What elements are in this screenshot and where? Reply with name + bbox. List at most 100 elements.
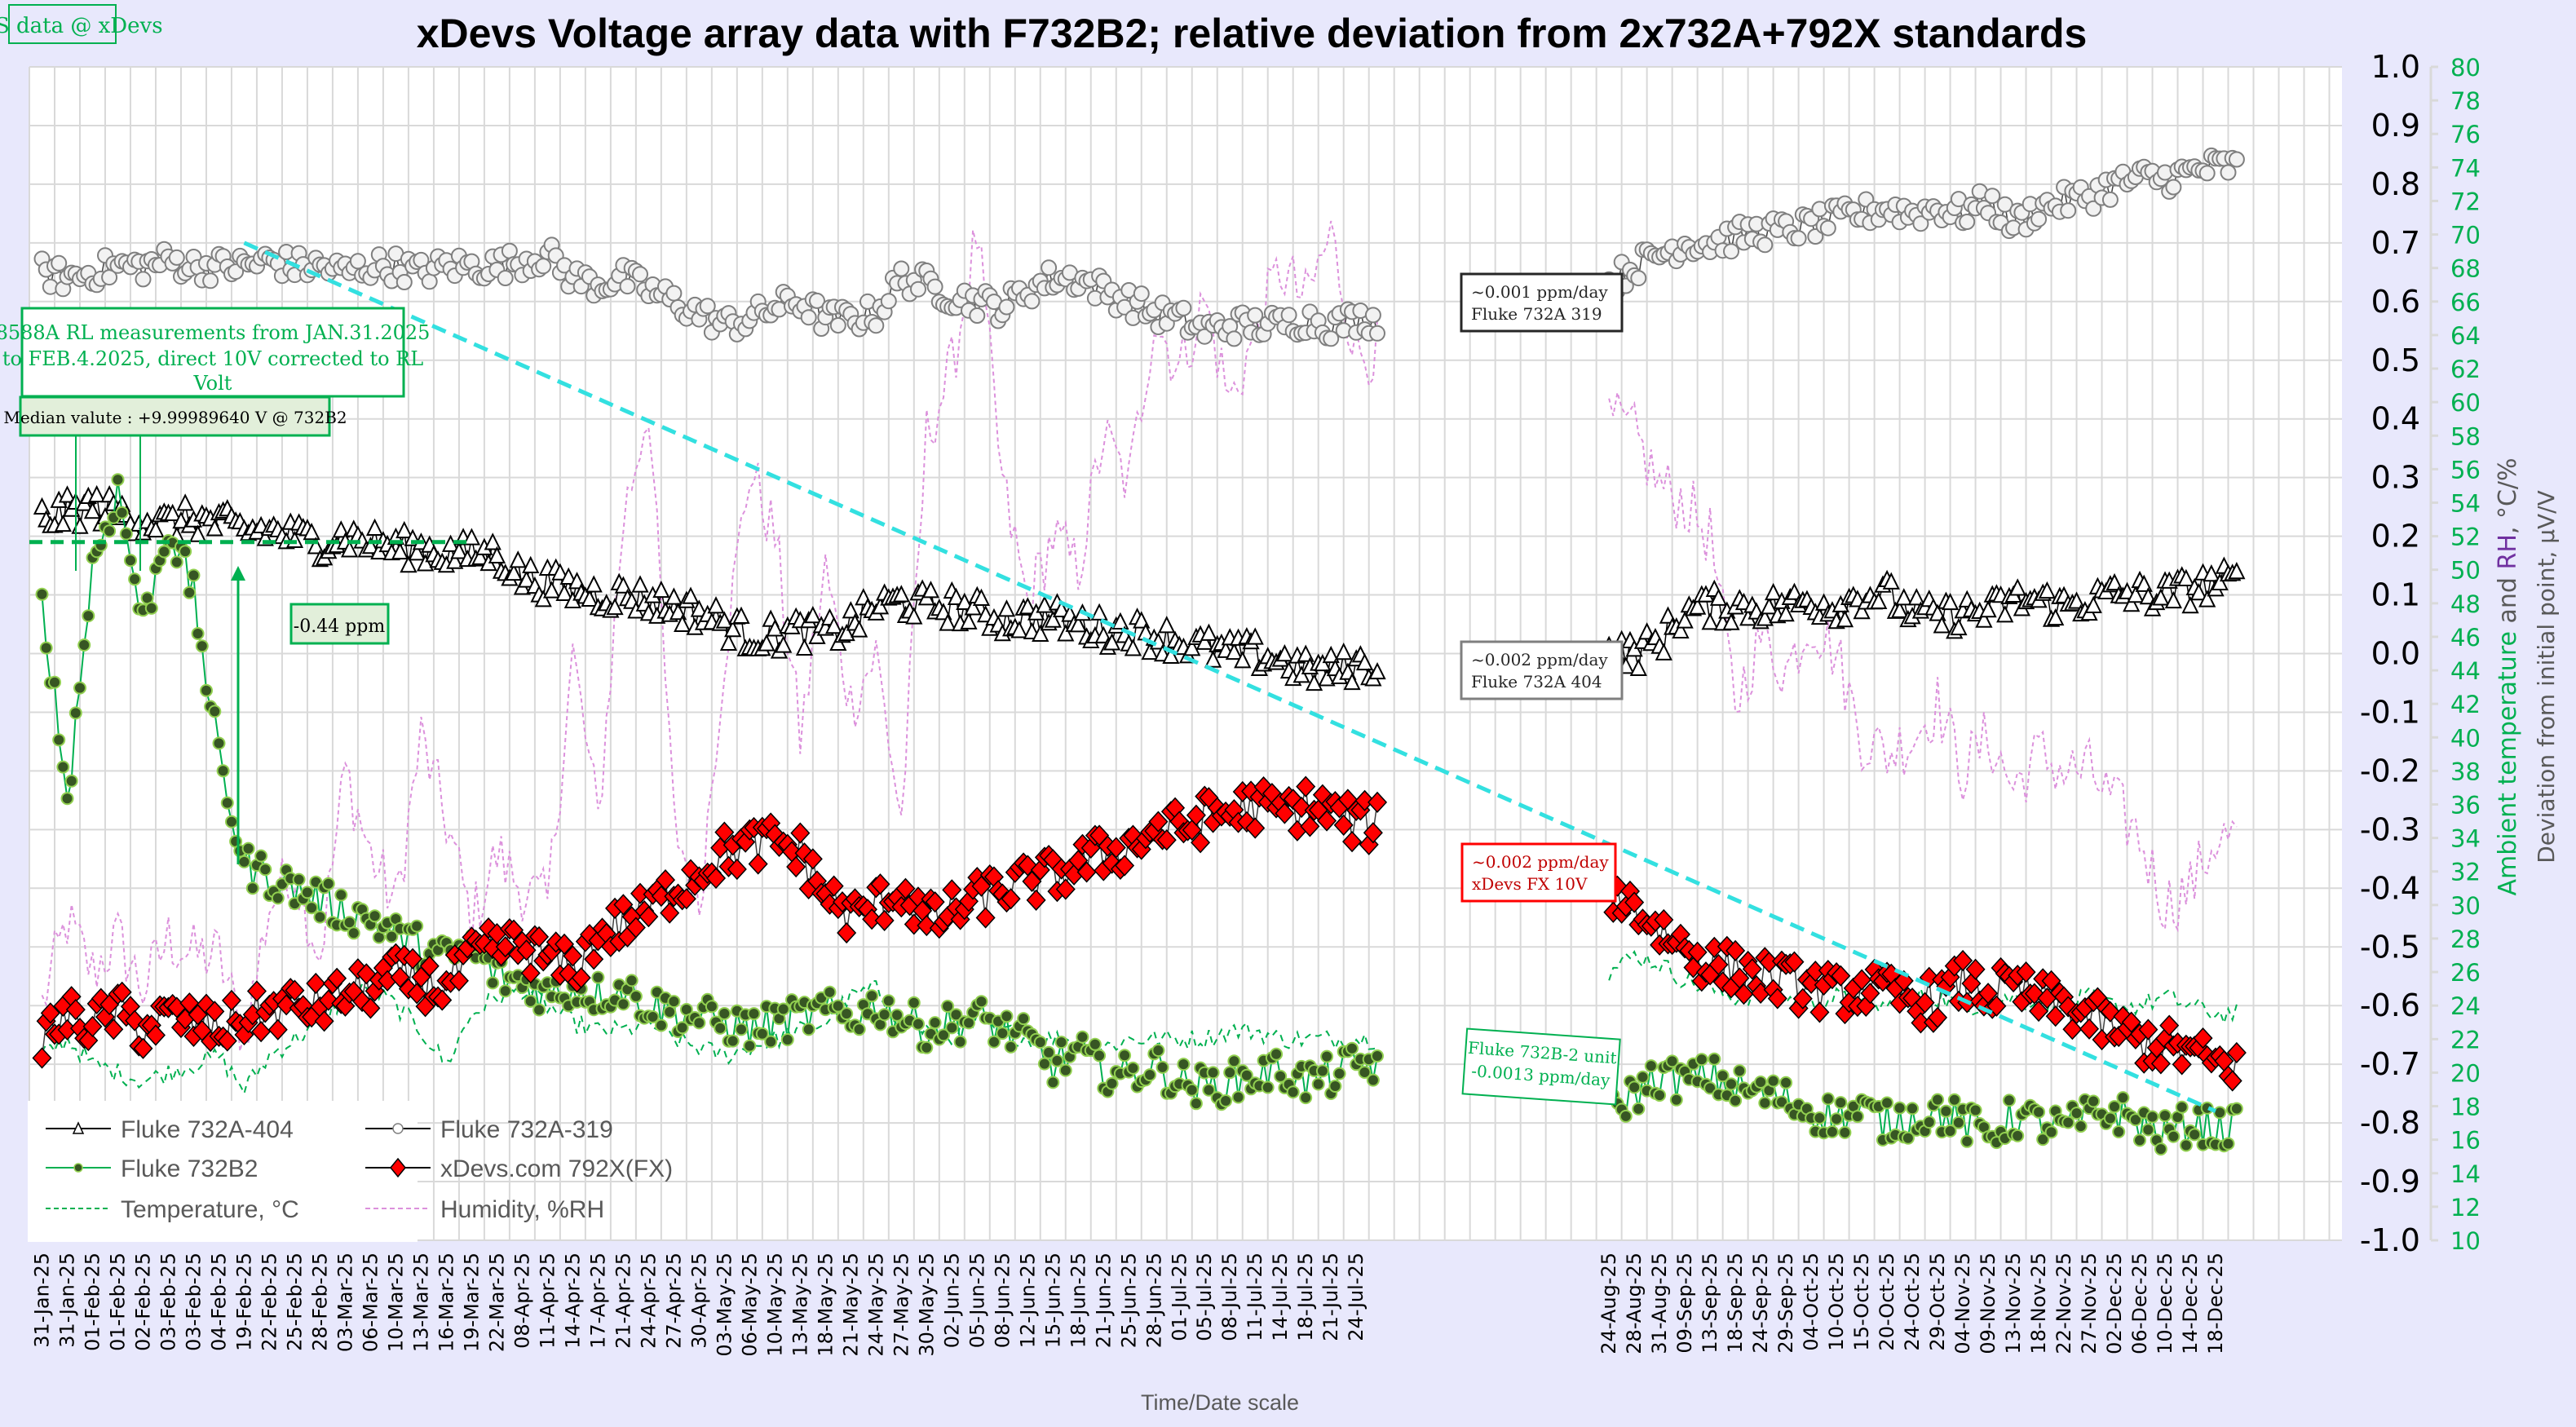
- series-732a-404-point: [1234, 651, 1252, 669]
- series-732a-404-point: [147, 519, 165, 538]
- y2-tick-label: 18: [2450, 1093, 2481, 1121]
- series-732a-404-point: [1672, 621, 1690, 638]
- series-732b2-point: [111, 473, 125, 487]
- x-tick-label: 13-Sep-25: [1699, 1252, 1721, 1354]
- series-732b2-point: [953, 1035, 967, 1049]
- series-732a-404-point: [1979, 600, 1997, 618]
- series-732b2-point: [881, 994, 895, 1008]
- y2-tick-label: 68: [2450, 255, 2481, 283]
- x-tick-label: 31-Aug-25: [1648, 1252, 1671, 1354]
- series-732b2-point: [2074, 1120, 2088, 1133]
- series-732a-319-point: [998, 298, 1015, 316]
- series-792x-point: [1809, 1001, 1830, 1023]
- x-tick-label: 24-Oct-25: [1901, 1252, 1924, 1351]
- series-732a-319-point: [1984, 188, 2001, 205]
- x-tick-label: 05-Jul-25: [1193, 1252, 1216, 1341]
- series-732b2-point: [216, 764, 230, 778]
- series-732b2-point: [743, 1039, 757, 1053]
- series-732a-319-point: [880, 293, 897, 310]
- legend-label: Fluke 732B2: [121, 1155, 258, 1182]
- series-732b2-point: [1151, 1044, 1165, 1058]
- y2-tick-label: 72: [2450, 188, 2481, 215]
- x-tick-label: 28-Feb-25: [308, 1252, 331, 1351]
- series-792x-point: [516, 939, 537, 961]
- series-732a-404-point: [707, 596, 725, 614]
- series-732a-319-point: [1996, 196, 2013, 213]
- series-732b2-point: [486, 976, 500, 990]
- series-732b2-point: [258, 863, 272, 877]
- series-732a-404-point: [1057, 624, 1075, 642]
- y-tick-label: 0.2: [2371, 519, 2420, 554]
- x-tick-label: 13-May-25: [789, 1252, 811, 1357]
- series-732a-319-point: [1807, 228, 1824, 245]
- series-732b2-point: [2032, 1105, 2046, 1119]
- series-732a-404-point: [172, 510, 190, 529]
- y-tick-label: 1.0: [2371, 49, 2420, 85]
- series-732a-404-point: [837, 623, 855, 642]
- series-792x-point: [1742, 958, 1762, 980]
- x-tick-label: 02-Jun-25: [940, 1252, 963, 1348]
- series-732a-404-point: [1133, 611, 1151, 629]
- y2-tick-label: 20: [2450, 1059, 2481, 1087]
- y2-tick-label: 74: [2450, 154, 2481, 182]
- series-732a-404-point: [724, 620, 742, 638]
- y-axis: 1.0 0.9 0.8 0.7 0.6 0.5 0.4 0.3 0.2 0.1 0.0 -0.1 -0.…: [2360, 49, 2420, 1258]
- series-732b2-point: [1261, 1080, 1275, 1094]
- series-792x-point: [1831, 965, 1851, 987]
- series-732a-404-point: [395, 520, 413, 539]
- x-tick-label: 18-Jul-25: [1294, 1252, 1317, 1341]
- series-732a-319-point: [421, 273, 438, 290]
- series-792x-point: [2121, 1011, 2141, 1033]
- series-732b2-point: [1076, 1030, 1089, 1044]
- y2-axis: 80 78 76 74 72 70 68 66 64 62 60 58 56 54 52 50 48 46 44 42…: [2429, 54, 2481, 1255]
- series-732a-404-point: [1975, 610, 1993, 628]
- y-tick-label: -0.3: [2360, 811, 2420, 847]
- series-732b2-point: [718, 1007, 731, 1020]
- series-732b2-point: [1311, 1077, 1325, 1091]
- y2-tick-label: 66: [2450, 289, 2481, 316]
- series-732a-404-point: [1111, 612, 1129, 630]
- series-792x-point: [555, 933, 575, 955]
- series-732a-319-point: [535, 258, 552, 275]
- series-732a-404-point: [1655, 643, 1672, 660]
- a319-line-2: Fluke 732A 319: [1471, 304, 1602, 324]
- series-732b2-point: [1274, 1069, 1288, 1083]
- x-tick-label: 27-May-25: [890, 1252, 912, 1357]
- annotation-319: ~0.001 ppm/day Fluke 732A 319: [1460, 272, 1624, 333]
- series-732b2-point: [663, 1005, 677, 1018]
- series-732b2-point: [179, 545, 192, 559]
- rl-note-line-1: 8588A RL measurements from JAN.31.2025: [0, 321, 430, 344]
- y-tick-label: -0.9: [2360, 1164, 2420, 1199]
- series-732a-404-point: [1701, 612, 1719, 630]
- x-tick-label: 01-Feb-25: [106, 1252, 129, 1351]
- series-732a-319-point: [665, 285, 683, 302]
- a404-line-1: ~0.002 ppm/day: [1471, 650, 1608, 669]
- series-792x-point: [1333, 814, 1354, 836]
- x-tick-label: 27-Nov-25: [2078, 1252, 2101, 1354]
- series-732b2-point: [254, 849, 268, 863]
- annotation-404: ~0.002 ppm/day Fluke 732A 404: [1460, 640, 1624, 700]
- series-732b2-point: [410, 919, 424, 933]
- series-732b2-point: [225, 815, 238, 828]
- series-792x-point: [403, 948, 423, 970]
- series-792x-point: [432, 989, 453, 1011]
- y2-tick-label: 24: [2450, 992, 2481, 1020]
- y2-tick-label: 30: [2450, 892, 2481, 920]
- legend-item: Humidity, %RH: [365, 1196, 604, 1223]
- series-732b2-point: [241, 842, 255, 855]
- series-732b2-point: [245, 881, 259, 895]
- x-tick-label: 04-Nov-25: [1951, 1252, 1974, 1354]
- series-732b2-point: [1155, 1060, 1169, 1074]
- series-732b2-point: [877, 1008, 891, 1022]
- x-tick-label: 28-Aug-25: [1623, 1252, 1646, 1354]
- x-tick-label: 03-Mar-25: [334, 1252, 356, 1352]
- series-732b2-point: [1185, 1083, 1199, 1097]
- series-792x-point: [917, 914, 937, 937]
- series-792x-point: [390, 966, 410, 988]
- series-732a-319-point: [619, 278, 636, 295]
- series-732b2-point: [823, 985, 837, 999]
- series-732a-404-point: [1836, 609, 1854, 628]
- series-792x-point: [2159, 1014, 2180, 1036]
- series-792x-point: [504, 919, 524, 941]
- series-732a-404-point: [631, 575, 649, 593]
